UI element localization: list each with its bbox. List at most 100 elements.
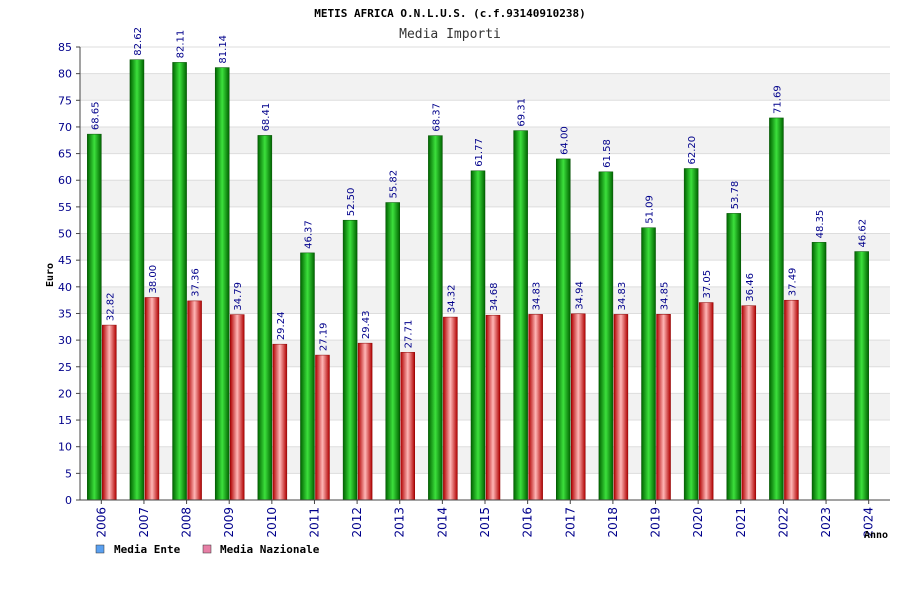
- x-tick-label: 2007: [137, 507, 151, 538]
- value-label-media-nazionale: 37.05: [702, 270, 713, 299]
- value-label-media-nazionale: 29.24: [276, 312, 287, 341]
- legend-swatch-media-nazionale: [202, 544, 212, 554]
- legend-label-media-ente: Media Ente: [114, 543, 181, 556]
- bar-media-nazionale: [229, 314, 245, 501]
- bar-media-nazionale: [741, 305, 757, 501]
- value-label-media-ente: 81.14: [218, 35, 229, 64]
- legend-label-media-nazionale: Media Nazionale: [220, 543, 320, 556]
- y-tick-label: 5: [65, 467, 72, 480]
- bar-media-ente: [641, 227, 656, 501]
- y-tick-label: 30: [58, 334, 72, 347]
- value-label-media-ente: 48.35: [815, 210, 826, 239]
- bar-media-nazionale: [571, 313, 586, 501]
- x-tick-label: 2010: [265, 507, 279, 538]
- bar-media-ente: [726, 213, 742, 501]
- y-tick-label: 10: [58, 441, 72, 454]
- value-label-media-ente: 71.69: [772, 85, 783, 114]
- x-tick-label: 2023: [819, 507, 833, 538]
- bar-media-ente: [385, 202, 400, 501]
- value-label-media-nazionale: 34.94: [574, 281, 585, 310]
- y-tick-label: 20: [58, 387, 72, 400]
- x-tick-label: 2008: [180, 507, 194, 538]
- bar-media-nazionale: [698, 302, 714, 501]
- bar-media-nazionale: [485, 314, 501, 501]
- value-label-media-nazionale: 29.43: [361, 311, 372, 340]
- x-tick-label: 2015: [478, 507, 492, 538]
- bar-media-nazionale: [272, 343, 288, 501]
- value-label-media-ente: 55.82: [389, 170, 400, 199]
- value-label-media-ente: 82.11: [176, 30, 187, 59]
- value-label-media-ente: 61.77: [474, 138, 485, 167]
- x-tick-label: 2009: [222, 507, 236, 538]
- y-axis-ticks: 0 5 10 15 20 25 30 35 40 45 50 55 60 65 70 75 80 85: [58, 41, 80, 507]
- value-label-media-nazionale: 37.36: [191, 268, 202, 297]
- value-label-media-nazionale: 34.79: [233, 282, 244, 311]
- bar-media-ente: [214, 67, 230, 501]
- y-tick-label: 35: [58, 307, 72, 320]
- value-label-media-nazionale: 34.32: [446, 284, 457, 313]
- y-tick-label: 50: [58, 228, 72, 241]
- value-label-media-ente: 51.09: [645, 195, 656, 224]
- y-tick-label: 70: [58, 121, 72, 134]
- bar-media-nazionale: [400, 352, 415, 501]
- value-label-media-nazionale: 37.49: [787, 268, 798, 297]
- x-tick-label: 2012: [350, 507, 364, 538]
- bar-media-nazionale: [656, 314, 671, 501]
- bar-media-ente: [854, 251, 869, 501]
- x-tick-label: 2016: [521, 507, 535, 538]
- grid-band: [80, 73, 890, 101]
- value-label-media-nazionale: 32.82: [105, 292, 116, 321]
- value-label-media-ente: 62.20: [687, 136, 698, 165]
- bar-media-nazionale: [784, 299, 799, 501]
- bar-media-nazionale: [357, 342, 373, 501]
- x-tick-label: 2013: [393, 507, 407, 538]
- x-tick-label: 2021: [734, 507, 748, 538]
- y-tick-label: 80: [58, 68, 72, 81]
- bar-media-ente: [129, 59, 145, 501]
- bar-media-nazionale: [613, 314, 629, 501]
- y-tick-label: 15: [58, 414, 72, 427]
- value-label-media-ente: 64.00: [559, 126, 570, 155]
- legend-swatch-media-ente: [95, 544, 105, 554]
- y-tick-label: 60: [58, 174, 72, 187]
- value-label-media-ente: 69.31: [517, 98, 528, 127]
- value-label-media-nazionale: 27.71: [404, 320, 415, 349]
- value-label-media-ente: 46.62: [858, 219, 869, 248]
- bar-media-nazionale: [315, 354, 330, 501]
- y-tick-label: 65: [58, 148, 72, 161]
- bar-media-ente: [87, 133, 102, 501]
- x-tick-label: 2014: [435, 507, 449, 538]
- value-label-media-nazionale: 34.83: [617, 282, 628, 311]
- x-axis-ticks: 2006 2007 2008 2009 2010 2011 2012 2013 2014 2015…: [94, 500, 876, 538]
- bar-media-ente: [811, 242, 827, 501]
- bar-media-nazionale: [144, 297, 160, 501]
- legend: Media Ente Media Nazionale: [95, 543, 320, 556]
- bar-media-ente: [470, 170, 486, 501]
- x-tick-label: 2017: [563, 507, 577, 538]
- x-tick-label: 2024: [862, 507, 876, 538]
- bar-media-nazionale: [443, 316, 458, 501]
- y-tick-label: 0: [65, 494, 72, 507]
- value-label-media-ente: 46.37: [303, 220, 314, 249]
- value-label-media-ente: 68.41: [261, 103, 272, 132]
- value-label-media-nazionale: 34.85: [660, 282, 671, 311]
- x-tick-label: 2011: [307, 507, 321, 538]
- value-label-media-nazionale: 34.83: [532, 282, 543, 311]
- x-tick-label: 2018: [606, 507, 620, 538]
- y-tick-label: 25: [58, 361, 72, 374]
- bar-media-ente: [428, 135, 443, 501]
- y-tick-label: 45: [58, 254, 72, 267]
- x-tick-label: 2019: [649, 507, 663, 538]
- y-tick-label: 75: [58, 94, 72, 107]
- bar-media-ente: [300, 252, 315, 501]
- bar-media-ente: [342, 219, 358, 501]
- x-tick-label: 2020: [691, 507, 705, 538]
- bar-media-ente: [769, 117, 784, 501]
- value-label-media-ente: 68.37: [431, 103, 442, 132]
- bar-media-ente: [513, 130, 528, 501]
- y-tick-label: 55: [58, 201, 72, 214]
- chart-subtitle: Media Importi: [399, 27, 501, 42]
- value-label-media-nazionale: 38.00: [148, 265, 159, 294]
- value-labels: 68.65 32.82 82.62 38.00 82.11 37.36 81.14 34.79…: [90, 27, 868, 351]
